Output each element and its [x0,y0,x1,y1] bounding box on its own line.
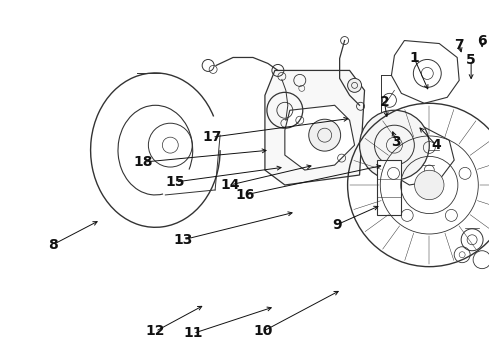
Text: 11: 11 [183,327,203,341]
Text: 1: 1 [410,51,419,66]
Polygon shape [392,41,459,103]
Text: 17: 17 [202,130,222,144]
Text: 10: 10 [253,324,272,338]
Polygon shape [285,105,355,170]
Circle shape [347,78,362,92]
Text: 9: 9 [332,218,342,232]
Text: 5: 5 [466,54,476,67]
Text: 16: 16 [235,188,255,202]
Text: 2: 2 [380,95,390,109]
Text: 12: 12 [146,324,165,338]
Text: 18: 18 [134,155,153,169]
Text: 13: 13 [173,233,193,247]
Polygon shape [382,127,454,185]
Circle shape [309,119,341,151]
Circle shape [415,170,444,200]
Polygon shape [265,71,365,185]
Text: 6: 6 [477,33,487,48]
Text: 14: 14 [220,178,240,192]
Text: 15: 15 [166,175,185,189]
Text: 7: 7 [454,37,464,51]
Text: 8: 8 [48,238,58,252]
Bar [377,160,401,215]
Circle shape [360,110,429,180]
Text: 4: 4 [431,138,441,152]
Text: 3: 3 [392,135,401,149]
